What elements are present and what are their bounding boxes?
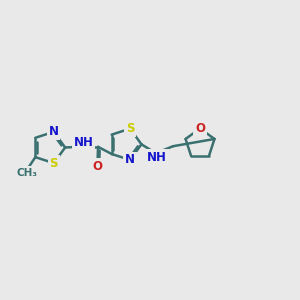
Text: O: O <box>195 122 205 135</box>
Text: S: S <box>50 157 58 169</box>
Text: NH: NH <box>74 136 94 149</box>
Text: N: N <box>125 154 135 166</box>
Text: S: S <box>126 122 134 135</box>
Text: N: N <box>49 125 59 138</box>
Text: CH₃: CH₃ <box>16 168 37 178</box>
Text: O: O <box>92 160 102 173</box>
Text: NH: NH <box>147 151 167 164</box>
